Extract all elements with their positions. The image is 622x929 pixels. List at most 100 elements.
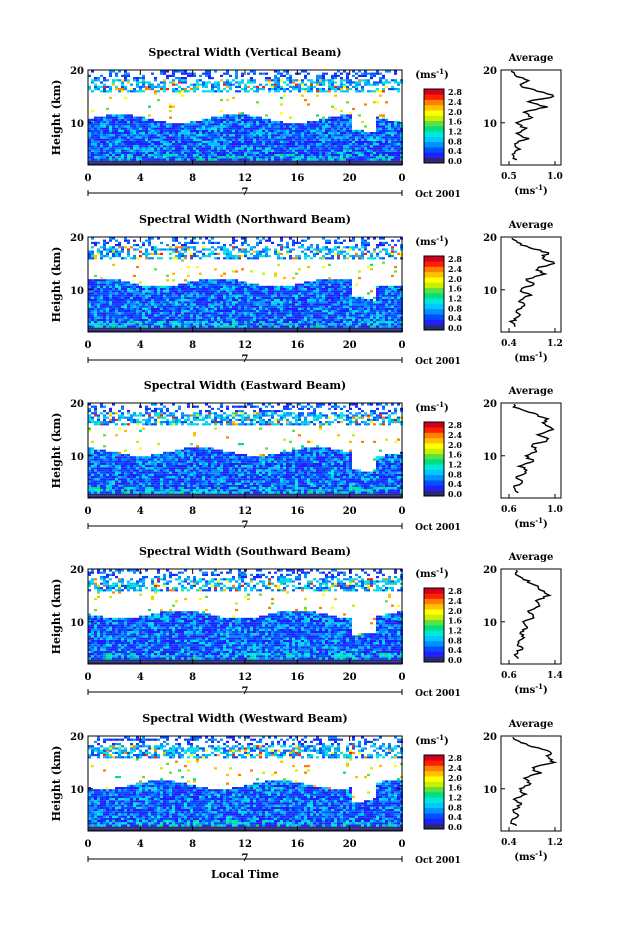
- heatmap-cell: [352, 160, 355, 163]
- heatmap-cell: [271, 79, 274, 82]
- heatmap-cell: [241, 329, 244, 332]
- heatmap-cell: [394, 125, 397, 128]
- heatmap-cell: [268, 294, 271, 297]
- heatmap-cell: [94, 305, 97, 308]
- heatmap-cell: [232, 279, 235, 282]
- heatmap-cell: [208, 299, 211, 302]
- heatmap-cell: [169, 149, 172, 152]
- heatmap-cell: [346, 88, 349, 91]
- heatmap-cell: [316, 283, 319, 286]
- heatmap-cell: [196, 314, 199, 317]
- heatmap-cell: [145, 288, 148, 291]
- heatmap-cell: [379, 132, 382, 135]
- heatmap-cell: [169, 288, 172, 291]
- heatmap-cell: [151, 312, 154, 315]
- heatmap-cell: [187, 127, 190, 130]
- heatmap-cell: [118, 156, 121, 159]
- heatmap-cell: [154, 318, 157, 321]
- heatmap-cell: [253, 158, 256, 161]
- heatmap-cell: [124, 310, 127, 313]
- heatmap-cell: [115, 134, 118, 137]
- heatmap-cell: [193, 237, 196, 240]
- heatmap-cell: [100, 299, 103, 302]
- heatmap-cell: [232, 246, 235, 249]
- heatmap-cell: [301, 312, 304, 315]
- heatmap-cell: [397, 123, 400, 126]
- heatmap-cell: [130, 151, 133, 154]
- heatmap-cell: [88, 292, 91, 295]
- heatmap-cell: [190, 72, 193, 75]
- heatmap-cell: [196, 255, 199, 258]
- heatmap-cell: [376, 162, 379, 165]
- heatmap-cell: [214, 136, 217, 139]
- heatmap-cell: [145, 118, 148, 121]
- heatmap-cell: [121, 154, 124, 157]
- heatmap-cell: [154, 327, 157, 330]
- heatmap-cell: [109, 307, 112, 310]
- heatmap-cell: [160, 145, 163, 148]
- heatmap-cell: [136, 244, 139, 247]
- heatmap-cell: [172, 74, 175, 77]
- heatmap-cell: [184, 162, 187, 165]
- heatmap-cell: [319, 74, 322, 77]
- heatmap-cell: [232, 305, 235, 308]
- heatmap-cell: [259, 149, 262, 152]
- heatmap-cell: [277, 143, 280, 146]
- heatmap-cell: [340, 147, 343, 150]
- heatmap-cell: [286, 143, 289, 146]
- heatmap-cell: [94, 288, 97, 291]
- heatmap-cell: [151, 149, 154, 152]
- heatmap-cell: [337, 134, 340, 137]
- heatmap-cell: [319, 257, 322, 260]
- heatmap-cell: [259, 327, 262, 330]
- heatmap-cell: [226, 299, 229, 302]
- heatmap-cell: [106, 288, 109, 291]
- heatmap-cell: [361, 143, 364, 146]
- heatmap-cell: [118, 255, 121, 258]
- heatmap-cell: [181, 79, 184, 82]
- heatmap-cell: [373, 74, 376, 77]
- heatmap-cell: [112, 318, 115, 321]
- heatmap-cell: [124, 162, 127, 165]
- heatmap-cell: [217, 314, 220, 317]
- heatmap-cell: [373, 132, 376, 135]
- heatmap-cell: [184, 149, 187, 152]
- heatmap-cell: [268, 136, 271, 139]
- heatmap-cell: [292, 299, 295, 302]
- heatmap-cell: [307, 151, 310, 154]
- heatmap-cell: [106, 140, 109, 143]
- heatmap-cell: [328, 88, 331, 91]
- heatmap-cell: [148, 125, 151, 128]
- heatmap-cell: [127, 250, 130, 253]
- heatmap-cell: [217, 307, 220, 310]
- heatmap-cell: [322, 123, 325, 126]
- heatmap-cell: [262, 127, 265, 130]
- heatmap-cell: [220, 323, 223, 326]
- heatmap-cell: [358, 79, 361, 82]
- heatmap-cell: [139, 138, 142, 141]
- heatmap-cell: [205, 74, 208, 77]
- heatmap-cell: [250, 318, 253, 321]
- heatmap-cell: [265, 327, 268, 330]
- heatmap-cell: [265, 143, 268, 146]
- heatmap-cell: [376, 160, 379, 163]
- heatmap-cell: [262, 290, 265, 293]
- heatmap-cell: [283, 129, 286, 132]
- heatmap-cell: [265, 299, 268, 302]
- heatmap-cell: [307, 255, 310, 258]
- heatmap-cell: [190, 305, 193, 308]
- heatmap-cell: [220, 136, 223, 139]
- x-tick-label: 0: [399, 173, 406, 184]
- heatmap-cell: [169, 312, 172, 315]
- heatmap-cell: [193, 323, 196, 326]
- heatmap-cell: [148, 134, 151, 137]
- heatmap-cell: [202, 121, 205, 124]
- heatmap-cell: [103, 77, 106, 80]
- heatmap-cell: [253, 255, 256, 258]
- heatmap-cell: [97, 149, 100, 152]
- heatmap-cell: [247, 290, 250, 293]
- heatmap-cell: [130, 147, 133, 150]
- heatmap-cell: [232, 114, 235, 117]
- heatmap-cell: [313, 323, 316, 326]
- heatmap-cell: [178, 255, 181, 258]
